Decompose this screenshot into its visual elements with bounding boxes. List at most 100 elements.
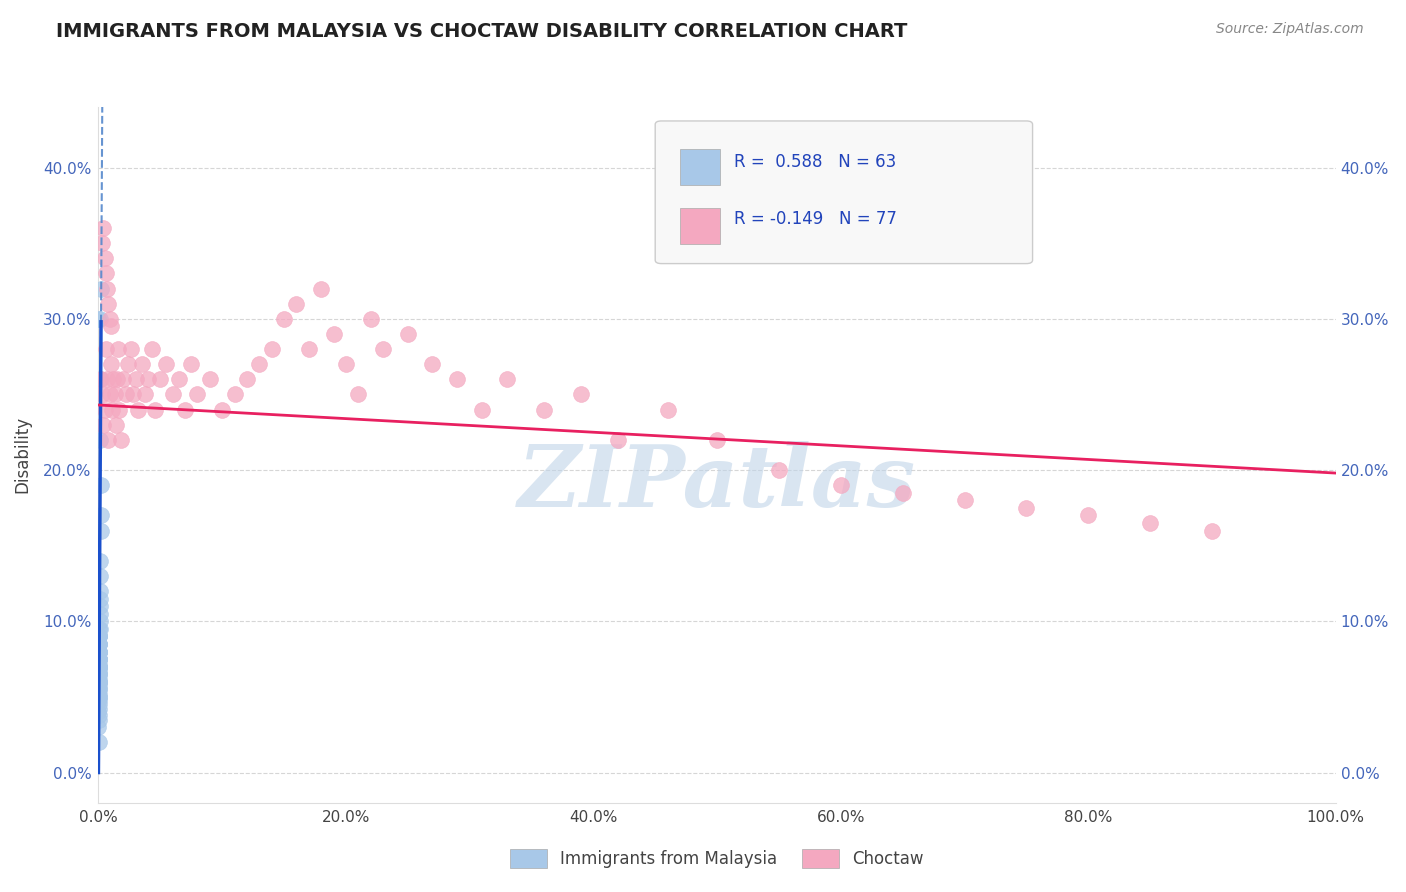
- Point: [87, 735, 110, 749]
- Point: [371, 342, 394, 356]
- Point: [105, 372, 128, 386]
- Point: [87, 644, 110, 658]
- Point: [87, 682, 110, 697]
- Point: [108, 402, 131, 417]
- Point: [89, 433, 111, 447]
- Point: [134, 387, 156, 401]
- Point: [87, 708, 110, 723]
- Point: [96, 372, 118, 386]
- Point: [89, 637, 111, 651]
- Point: [347, 387, 370, 401]
- Text: ZIPatlas: ZIPatlas: [517, 441, 917, 524]
- Point: [143, 402, 166, 417]
- Point: [706, 433, 728, 447]
- Point: [87, 674, 110, 689]
- Y-axis label: Disability: Disability: [14, 417, 32, 493]
- Point: [446, 372, 468, 386]
- Point: [87, 657, 110, 671]
- Point: [87, 659, 110, 673]
- Point: [114, 387, 136, 401]
- Point: [87, 720, 110, 734]
- Point: [90, 524, 112, 538]
- Point: [533, 402, 555, 417]
- Point: [89, 629, 111, 643]
- Point: [87, 667, 110, 681]
- Point: [422, 357, 444, 371]
- Legend: Immigrants from Malaysia, Choctaw: Immigrants from Malaysia, Choctaw: [503, 842, 931, 874]
- Point: [98, 387, 121, 401]
- Point: [89, 584, 111, 599]
- Point: [100, 357, 122, 371]
- Point: [89, 372, 111, 386]
- Point: [94, 267, 117, 281]
- Text: IMMIGRANTS FROM MALAYSIA VS CHOCTAW DISABILITY CORRELATION CHART: IMMIGRANTS FROM MALAYSIA VS CHOCTAW DISA…: [56, 22, 908, 41]
- Point: [309, 281, 332, 295]
- Point: [112, 372, 135, 386]
- Point: [87, 682, 110, 697]
- Point: [93, 417, 115, 432]
- Point: [768, 463, 790, 477]
- Point: [87, 674, 110, 689]
- Point: [87, 667, 110, 681]
- Point: [87, 687, 110, 701]
- Bar: [681, 149, 720, 186]
- Point: [87, 652, 110, 666]
- Point: [1139, 516, 1161, 530]
- Point: [87, 674, 110, 689]
- Point: [89, 554, 111, 568]
- Point: [120, 342, 142, 356]
- Point: [607, 433, 630, 447]
- Point: [141, 342, 163, 356]
- Point: [273, 311, 295, 326]
- Point: [87, 705, 110, 719]
- Point: [87, 652, 110, 666]
- Point: [107, 342, 129, 356]
- Point: [89, 599, 111, 614]
- Point: [211, 402, 233, 417]
- Text: R =  0.588   N = 63: R = 0.588 N = 63: [734, 153, 897, 171]
- Point: [87, 629, 110, 643]
- Point: [127, 402, 149, 417]
- FancyBboxPatch shape: [655, 121, 1032, 263]
- Point: [100, 319, 122, 334]
- Point: [87, 713, 110, 727]
- Point: [162, 387, 184, 401]
- Point: [174, 402, 197, 417]
- Point: [186, 387, 208, 401]
- Point: [495, 372, 517, 386]
- Point: [87, 672, 110, 686]
- Point: [1015, 500, 1038, 515]
- Point: [122, 387, 145, 401]
- Point: [149, 372, 172, 386]
- Point: [569, 387, 592, 401]
- Point: [87, 690, 110, 704]
- Point: [91, 236, 114, 251]
- Point: [97, 433, 120, 447]
- Point: [136, 372, 159, 386]
- Point: [87, 659, 110, 673]
- Point: [94, 342, 117, 356]
- Point: [87, 678, 110, 692]
- Point: [396, 326, 419, 341]
- Point: [98, 311, 121, 326]
- Text: Source: ZipAtlas.com: Source: ZipAtlas.com: [1216, 22, 1364, 37]
- Text: R = -0.149   N = 77: R = -0.149 N = 77: [734, 211, 897, 228]
- Point: [103, 387, 125, 401]
- Point: [103, 372, 125, 386]
- Point: [87, 644, 110, 658]
- Point: [101, 402, 124, 417]
- Point: [87, 702, 110, 716]
- Point: [830, 478, 852, 492]
- Point: [90, 372, 112, 386]
- Point: [89, 615, 111, 629]
- Point: [104, 417, 127, 432]
- Point: [93, 402, 115, 417]
- Point: [87, 659, 110, 673]
- Point: [953, 493, 976, 508]
- Point: [89, 311, 111, 326]
- Point: [322, 326, 344, 341]
- Point: [891, 485, 914, 500]
- Point: [1077, 508, 1099, 523]
- Point: [335, 357, 357, 371]
- Point: [89, 591, 111, 606]
